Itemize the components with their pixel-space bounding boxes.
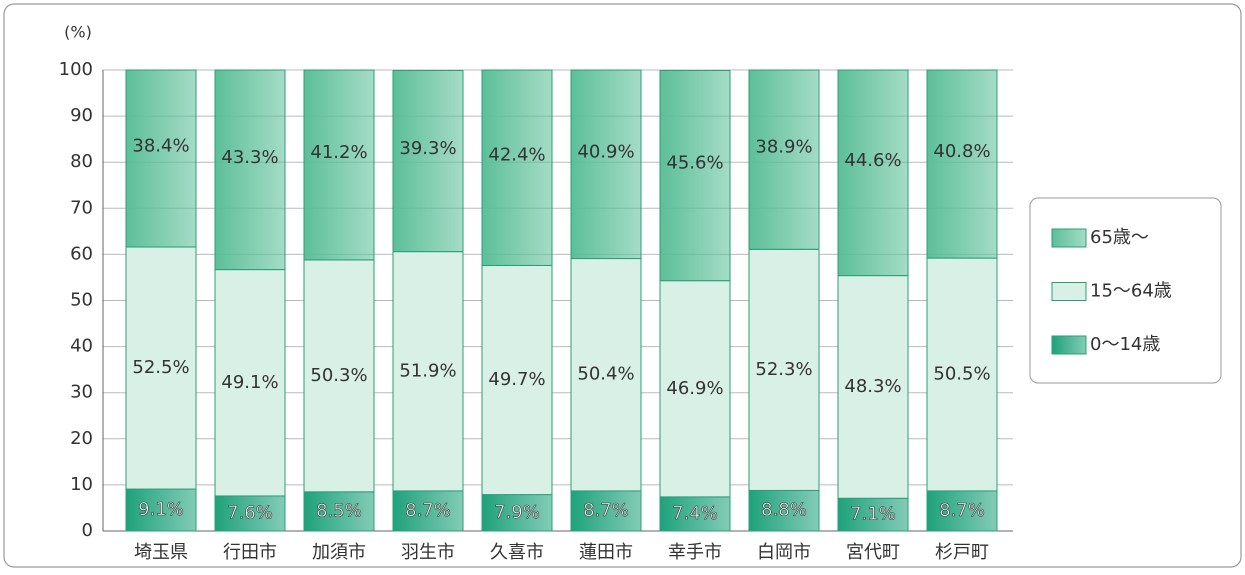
legend-swatch [1051, 335, 1087, 355]
legend-swatch [1051, 282, 1087, 301]
bar-segment [659, 69, 731, 282]
bar-segment [748, 248, 820, 491]
data-label: 41.2% [310, 142, 367, 163]
bar-segment [303, 69, 375, 261]
data-label: 38.4% [132, 136, 189, 157]
data-label: 50.3% [310, 365, 367, 386]
x-tick-label: 幸手市 [668, 542, 722, 563]
data-label: 51.9% [399, 360, 456, 381]
data-label: 50.5% [933, 363, 990, 384]
bar-segment [214, 495, 286, 532]
bar-segment [659, 496, 731, 532]
bar-segment [926, 69, 998, 259]
x-tick-label: 宮代町 [846, 542, 900, 563]
bar-segment [837, 69, 909, 277]
x-tick-label: 羽生市 [401, 542, 455, 563]
y-tick-label: 10 [70, 474, 93, 495]
data-label: 49.1% [221, 372, 278, 393]
bar-segment [392, 251, 464, 492]
bar-segment [214, 69, 286, 271]
data-label: 8.5% [316, 500, 362, 521]
y-tick-label: 90 [70, 105, 93, 126]
y-tick-label: 40 [70, 336, 93, 357]
legend-label: 15～64歳 [1090, 281, 1172, 302]
data-label: 52.3% [755, 359, 812, 380]
bar-segment [926, 257, 998, 492]
data-label: 43.3% [221, 147, 278, 168]
bar-segment [392, 69, 464, 253]
bar-segment [214, 269, 286, 497]
data-label: 45.6% [666, 153, 723, 174]
data-label: 8.7% [583, 500, 629, 521]
bar-segment [481, 494, 553, 532]
bar-segment [748, 69, 820, 250]
bar-segment [303, 491, 375, 532]
data-label: 50.4% [577, 364, 634, 385]
data-label: 9.1% [138, 499, 184, 520]
bar-segment [125, 69, 197, 248]
data-label: 38.9% [755, 137, 812, 158]
data-label: 7.1% [850, 504, 896, 525]
y-tick-label: 50 [70, 290, 93, 311]
legend-label: 0～14歳 [1090, 334, 1160, 355]
data-label: 40.9% [577, 141, 634, 162]
bar-segment [570, 258, 642, 492]
data-label: 8.8% [761, 500, 807, 521]
bar-segment [659, 280, 731, 498]
data-label: 7.4% [672, 503, 718, 524]
x-tick-label: 久喜市 [490, 542, 544, 563]
frame [3, 3, 1242, 568]
bar-segment [392, 490, 464, 532]
bar-segment [125, 246, 197, 490]
x-tick-label: 杉戸町 [935, 542, 989, 563]
legend-swatch [1051, 228, 1087, 248]
y-tick-label: 70 [70, 197, 93, 218]
bar-segment [303, 259, 375, 493]
data-label: 8.7% [939, 500, 985, 521]
data-label: 40.8% [933, 141, 990, 162]
bar-segment [481, 69, 553, 266]
data-label: 46.9% [666, 378, 723, 399]
bar-segment [570, 490, 642, 532]
data-label: 7.9% [494, 502, 540, 523]
y-tick-label: 100 [59, 59, 93, 80]
x-tick-label: 行田市 [223, 542, 277, 563]
data-label: 52.5% [132, 357, 189, 378]
data-label: 42.4% [488, 145, 545, 166]
bar-segment [926, 490, 998, 532]
bar-segment [125, 488, 197, 532]
bar-segment [837, 497, 909, 532]
data-label: 8.7% [405, 500, 451, 521]
y-tick-label: 60 [70, 243, 93, 264]
x-tick-label: 埼玉県 [134, 542, 188, 563]
bar-segment [570, 69, 642, 260]
legend-label: 65歳～ [1090, 227, 1149, 248]
y-tick-label: 0 [82, 520, 93, 541]
x-tick-label: 蓮田市 [579, 542, 633, 563]
data-label: 7.6% [227, 502, 273, 523]
y-tick-label: 20 [70, 428, 93, 449]
data-label: 49.7% [488, 369, 545, 390]
data-label: 48.3% [844, 376, 901, 397]
bar-segment [748, 489, 820, 532]
x-tick-label: 加須市 [312, 542, 366, 563]
y-tick-label: 80 [70, 151, 93, 172]
data-label: 44.6% [844, 150, 901, 171]
data-label: 39.3% [399, 138, 456, 159]
y-unit: (%) [64, 23, 92, 42]
x-tick-label: 白岡市 [757, 542, 811, 563]
y-tick-label: 30 [70, 382, 93, 403]
